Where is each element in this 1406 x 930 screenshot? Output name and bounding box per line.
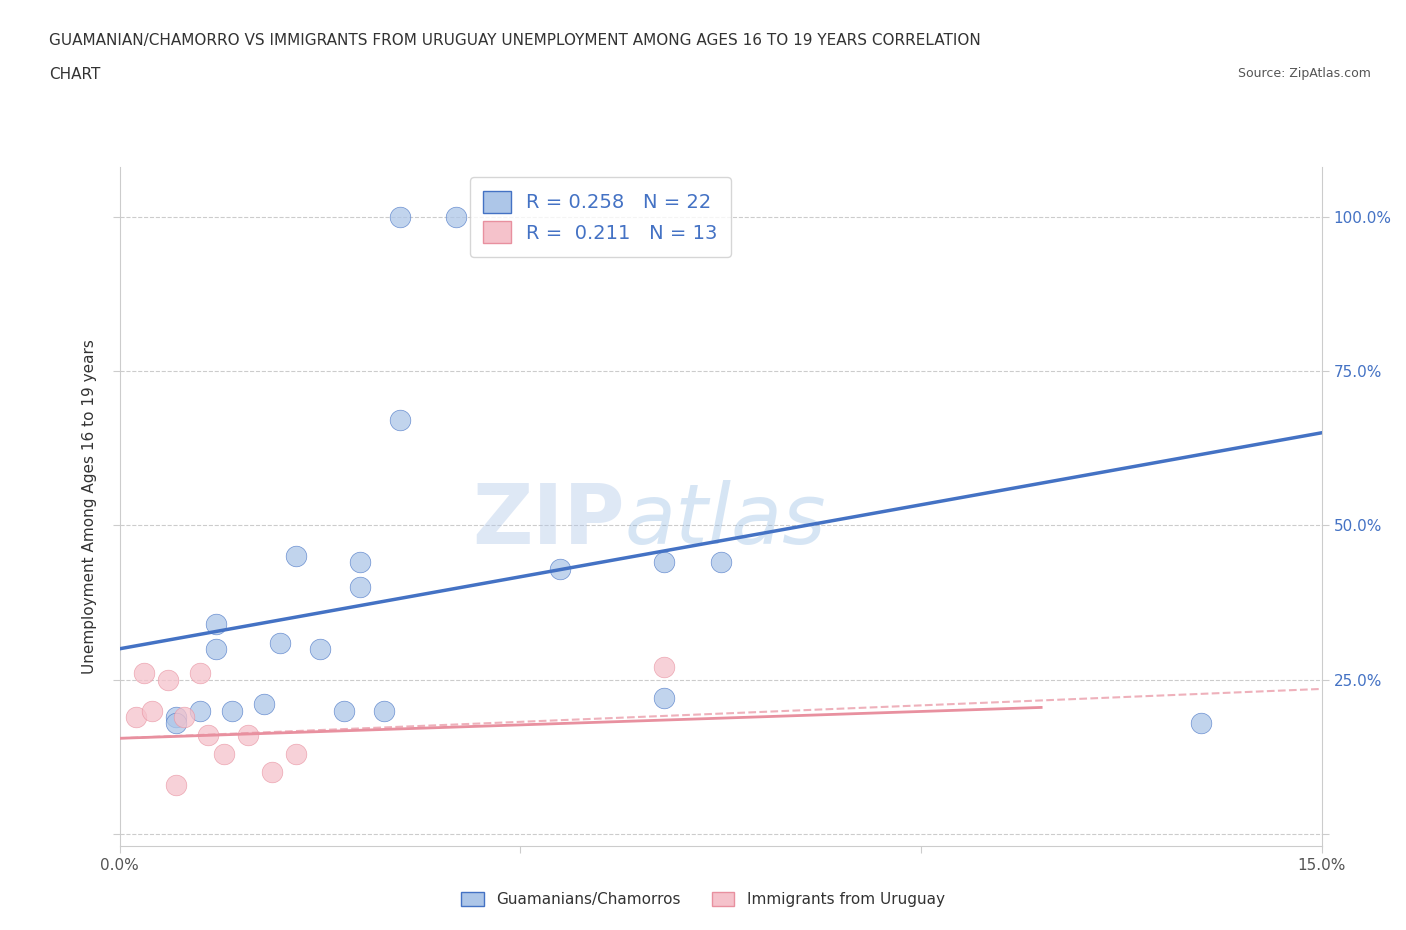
Text: atlas: atlas — [624, 480, 827, 561]
Point — [284, 746, 307, 761]
Point — [373, 703, 395, 718]
Point — [124, 710, 146, 724]
Point — [309, 642, 332, 657]
Point — [388, 209, 412, 224]
Text: GUAMANIAN/CHAMORRO VS IMMIGRANTS FROM URUGUAY UNEMPLOYMENT AMONG AGES 16 TO 19 Y: GUAMANIAN/CHAMORRO VS IMMIGRANTS FROM UR… — [49, 33, 981, 47]
Point — [212, 746, 235, 761]
Point — [132, 666, 155, 681]
Point — [221, 703, 243, 718]
Point — [165, 715, 187, 730]
Legend: Guamanians/Chamorros, Immigrants from Uruguay: Guamanians/Chamorros, Immigrants from Ur… — [456, 885, 950, 913]
Point — [1191, 715, 1213, 730]
Point — [260, 764, 283, 779]
Point — [654, 660, 676, 675]
Point — [197, 728, 219, 743]
Point — [654, 555, 676, 570]
Text: ZIP: ZIP — [472, 480, 624, 561]
Point — [165, 710, 187, 724]
Point — [269, 635, 291, 650]
Point — [236, 728, 259, 743]
Point — [141, 703, 163, 718]
Legend: R = 0.258   N = 22, R =  0.211   N = 13: R = 0.258 N = 22, R = 0.211 N = 13 — [470, 177, 731, 257]
Point — [165, 777, 187, 792]
Point — [550, 561, 572, 576]
Point — [349, 579, 371, 594]
Point — [709, 555, 731, 570]
Point — [333, 703, 356, 718]
Point — [156, 672, 179, 687]
Point — [388, 413, 412, 428]
Point — [284, 549, 307, 564]
Point — [253, 697, 276, 711]
Point — [204, 642, 226, 657]
Text: Source: ZipAtlas.com: Source: ZipAtlas.com — [1237, 67, 1371, 80]
Point — [654, 691, 676, 706]
Point — [188, 703, 211, 718]
Text: CHART: CHART — [49, 67, 101, 82]
Point — [204, 617, 226, 631]
Point — [173, 710, 195, 724]
Point — [188, 666, 211, 681]
Point — [349, 555, 371, 570]
Point — [444, 209, 467, 224]
Y-axis label: Unemployment Among Ages 16 to 19 years: Unemployment Among Ages 16 to 19 years — [82, 339, 97, 674]
